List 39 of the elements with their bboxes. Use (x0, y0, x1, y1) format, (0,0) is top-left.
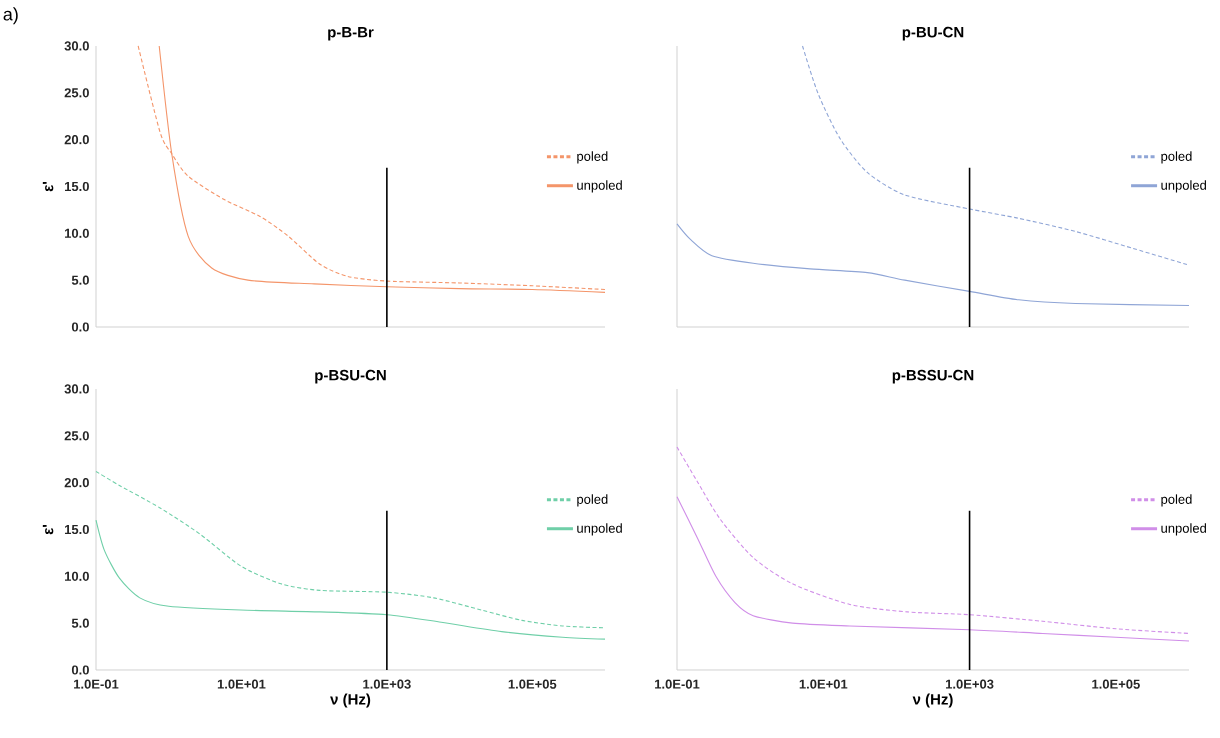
x-tick-label: 1.0E+05 (1092, 679, 1140, 689)
x-tick-label: 1.0E+05 (508, 679, 557, 689)
legend-label: poled (1161, 494, 1192, 507)
y-tick-label: 30.0 (64, 384, 89, 394)
y-tick-label: 0.0 (71, 322, 89, 332)
x-tick-label: 1.0E-01 (655, 679, 700, 689)
chart-title: p-BU-CN (902, 26, 964, 41)
text: a) (3, 7, 18, 25)
x-tick-label: 1.0E+03 (945, 679, 994, 689)
x-axis-title: ν (Hz) (330, 693, 371, 708)
x-tick-label: 1.0E+01 (217, 679, 266, 689)
y-tick-label: 5.0 (71, 618, 89, 628)
legend-label: unpoled (577, 180, 622, 193)
chart-title: p-B-Br (328, 27, 374, 41)
y-tick-label: 10.0 (64, 571, 89, 581)
legend-label: unpoled (1161, 523, 1206, 536)
x-tick-label: 1.0E+03 (363, 679, 411, 689)
y-tick-label: 0.0 (71, 665, 89, 675)
y-tick-label: 15.0 (64, 181, 89, 192)
x-tick-label: 1.0E+01 (799, 679, 848, 689)
legend-label: poled (1161, 151, 1192, 164)
chart-title: p-BSSU-CN (892, 369, 974, 384)
chart-title: p-BSU-CN (315, 369, 386, 384)
legend-label: poled (577, 494, 608, 507)
x-tick-label: 1.0E-01 (74, 679, 119, 689)
legend-label: poled (577, 151, 608, 164)
y-tick-label: 20.0 (64, 478, 89, 488)
y-axis-title: ε' (42, 524, 54, 535)
y-tick-label: 25.0 (64, 88, 89, 98)
x-axis-title: ν (Hz) (912, 693, 953, 708)
y-tick-label: 10.0 (64, 228, 89, 238)
y-axis-title: ε' (42, 181, 54, 192)
y-tick-label: 5.0 (71, 275, 89, 285)
y-tick-label: 25.0 (64, 431, 89, 441)
legend-label: unpoled (1161, 180, 1206, 193)
y-tick-label: 15.0 (64, 524, 89, 535)
y-tick-label: 20.0 (64, 135, 89, 145)
y-tick-label: 30.0 (64, 41, 89, 51)
legend-label: unpoled (577, 523, 622, 536)
